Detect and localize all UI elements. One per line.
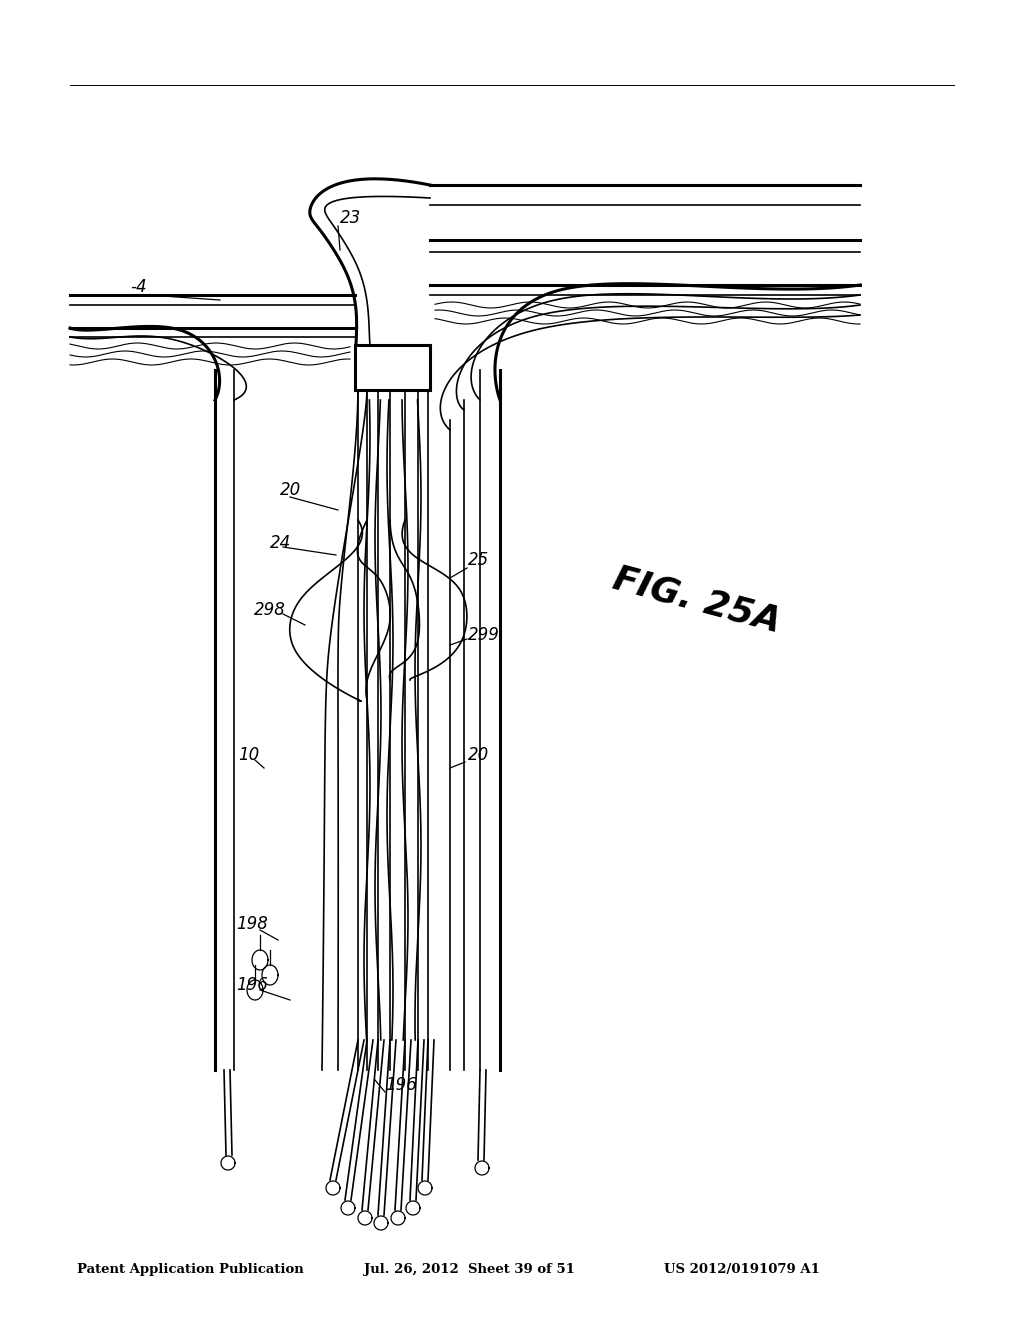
Text: Patent Application Publication: Patent Application Publication	[77, 1263, 303, 1276]
Text: 198: 198	[236, 915, 268, 933]
Text: 20: 20	[468, 746, 489, 764]
Text: 299: 299	[468, 626, 500, 644]
Text: -4: -4	[130, 279, 146, 296]
Text: Jul. 26, 2012  Sheet 39 of 51: Jul. 26, 2012 Sheet 39 of 51	[364, 1263, 574, 1276]
Text: 196: 196	[236, 975, 268, 994]
Text: 20: 20	[280, 480, 301, 499]
Text: 196: 196	[385, 1076, 417, 1094]
Text: FIG. 25A: FIG. 25A	[609, 562, 784, 639]
Text: 24: 24	[270, 535, 291, 552]
Text: 23: 23	[340, 209, 361, 227]
Text: 298: 298	[254, 601, 286, 619]
Text: 10: 10	[238, 746, 259, 764]
Text: 25: 25	[468, 550, 489, 569]
Text: US 2012/0191079 A1: US 2012/0191079 A1	[664, 1263, 819, 1276]
